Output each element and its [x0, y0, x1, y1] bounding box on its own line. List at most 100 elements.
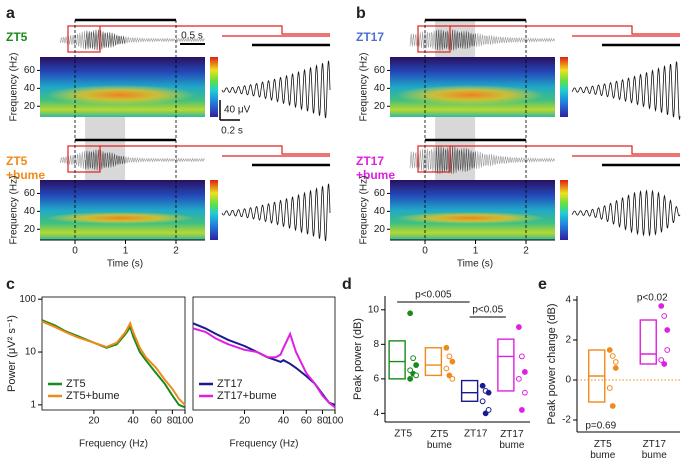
annotation: p<0.05: [472, 305, 503, 316]
data-point: [521, 389, 528, 396]
panel-label: e: [538, 276, 547, 293]
data-point: [446, 353, 453, 360]
x-tick-label: 80: [167, 416, 179, 427]
x-tick-label: ZT17 bume: [499, 429, 524, 451]
zoom-connector: [100, 25, 330, 35]
spectrogram: [390, 180, 555, 240]
y-tick-label: 8: [373, 339, 379, 350]
treatment-label: +bume: [6, 168, 45, 182]
annotation: p<0.005: [415, 290, 452, 301]
colorbar: [210, 180, 218, 240]
box: [497, 338, 515, 392]
data-point: [612, 365, 619, 371]
x-tick-label: ZT5 bume: [427, 429, 452, 451]
y-tick-label: 1: [30, 400, 36, 411]
y-axis-title: Peak power change (dB): [546, 303, 558, 424]
data-point: [443, 365, 450, 372]
data-point: [515, 375, 522, 382]
data-point: [407, 375, 414, 382]
box: [639, 319, 657, 365]
zoom-trace: [221, 60, 331, 119]
panel-label: d: [342, 276, 352, 293]
trace: [409, 29, 555, 51]
y-tick-label: 0: [565, 375, 571, 386]
x-tick-label: 100: [177, 416, 194, 427]
spectrogram: [40, 180, 205, 240]
legend-label: ZT17: [217, 378, 243, 390]
freq-tick-label: 40: [24, 206, 36, 217]
data-point: [449, 358, 456, 365]
y-tick-label: 4: [565, 295, 571, 306]
highlight-band: [85, 117, 126, 180]
x-tick-label: 100: [327, 416, 344, 427]
freq-tick-label: 40: [24, 83, 36, 94]
data-point: [609, 403, 616, 409]
data-point: [413, 362, 420, 368]
panel-label: a: [6, 5, 15, 22]
data-point: [664, 327, 671, 333]
data-point: [485, 389, 492, 396]
time-tick-label: 2: [173, 246, 179, 257]
colorbar: [210, 57, 218, 117]
condition-label: ZT5: [6, 30, 28, 44]
x-axis-title: Frequency (Hz): [230, 439, 299, 450]
x-axis-title: Frequency (Hz): [79, 439, 148, 450]
data-point: [413, 372, 420, 379]
data-point: [606, 385, 613, 391]
colorbar: [560, 180, 568, 240]
x-tick-label: ZT17 bume: [642, 439, 667, 461]
data-point: [658, 303, 665, 309]
zoom-connector: [450, 145, 680, 155]
axis-title: Frequency (Hz): [359, 176, 370, 245]
y-tick-label: 10: [25, 347, 37, 358]
zoom-box: [67, 25, 101, 53]
spectrogram-band: [45, 85, 196, 105]
freq-tick-label: 60: [374, 65, 386, 76]
x-tick-label: 20: [239, 416, 251, 427]
zoom-box: [417, 25, 451, 53]
zoom-connector: [450, 25, 680, 35]
box: [424, 347, 443, 377]
data-point: [443, 344, 450, 351]
x-tick-label: 60: [151, 416, 163, 427]
axis-title: Frequency (Hz): [9, 176, 20, 245]
data-point: [407, 310, 414, 317]
scale-label: 0.2 s: [221, 126, 243, 137]
axis-title: Frequency (Hz): [359, 53, 370, 122]
condition-label: ZT17: [356, 30, 384, 44]
y-tick-label: 100: [19, 294, 36, 305]
time-tick-label: 0: [422, 246, 428, 257]
trace: [59, 29, 205, 51]
time-tick-label: 1: [473, 246, 479, 257]
trace-highlight: [84, 29, 126, 51]
annotation: p=0.69: [585, 421, 616, 432]
zoom-connector: [100, 145, 330, 155]
y-tick-label: -2: [562, 415, 571, 426]
freq-tick-label: 60: [24, 188, 36, 199]
x-tick-label: 60: [301, 416, 313, 427]
legend-label: ZT5: [66, 378, 86, 390]
data-point: [664, 347, 671, 353]
data-point: [479, 382, 486, 389]
freq-tick-label: 20: [24, 224, 36, 235]
freq-tick-label: 20: [24, 101, 36, 112]
condition-label: ZT5: [6, 154, 28, 168]
zoom-trace: [571, 61, 681, 120]
series-line: [41, 320, 186, 406]
y-tick-label: 6: [373, 373, 379, 384]
trace-highlight: [84, 149, 126, 171]
data-point: [606, 347, 613, 353]
x-tick-label: 40: [278, 416, 290, 427]
legend-label: ZT5+bume: [66, 390, 120, 402]
trace: [59, 149, 205, 171]
zoom-box: [417, 145, 451, 173]
series-line: [192, 327, 336, 409]
zoom-trace: [571, 189, 681, 237]
y-axis-title: Peak power (dB): [352, 318, 364, 400]
box: [388, 340, 406, 380]
x-tick-label: ZT5 bume: [590, 439, 615, 461]
time-tick-label: 2: [523, 246, 529, 257]
spectrogram-band: [395, 85, 546, 105]
trace-highlight: [434, 29, 476, 51]
